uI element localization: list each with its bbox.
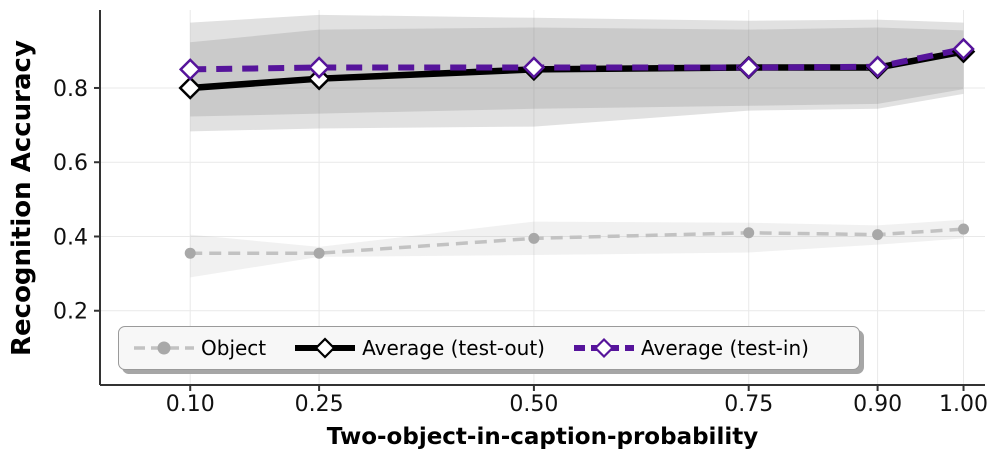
legend-label-average-test-out: Average (test-out) <box>362 336 545 360</box>
x-tick-label: 1.00 <box>939 392 988 417</box>
data-point-average-test-in <box>307 56 331 79</box>
data-point-average-test-in <box>952 37 975 61</box>
legend-label-average-test-in: Average (test-in) <box>640 336 809 360</box>
data-point-average-test-in <box>178 58 202 81</box>
y-tick-label: 0.8 <box>53 77 88 102</box>
data-point-object <box>184 247 196 259</box>
y-tick-label: 0.4 <box>53 225 88 250</box>
legend-label-object: Object <box>201 336 267 360</box>
x-tick-label: 0.75 <box>724 392 773 417</box>
y-tick-label: 0.6 <box>53 151 88 176</box>
legend: Object Average (test-out) Average (test-… <box>118 326 860 370</box>
data-point-average-test-in <box>522 56 546 79</box>
legend-sample-average-test-in-icon <box>573 337 634 359</box>
legend-item-object: Object <box>131 336 266 360</box>
data-point-average-test-in <box>866 55 889 79</box>
x-tick-label: 0.90 <box>853 392 902 417</box>
series-line-average-test-in <box>190 46 965 73</box>
y-axis-label: Recognition Accuracy <box>7 40 37 356</box>
data-point-object <box>872 229 884 241</box>
data-point-average-test-out <box>178 76 202 100</box>
legend-sample-average-test-out-icon <box>295 337 356 359</box>
legend-sample-marker <box>314 337 336 359</box>
legend-item-average-test-out: Average (test-out) <box>292 336 545 360</box>
legend-sample-marker <box>157 341 171 355</box>
data-point-object <box>528 232 540 244</box>
legend-item-average-test-in: Average (test-in) <box>571 336 809 360</box>
data-point-object <box>313 247 325 259</box>
data-point-object <box>958 223 970 235</box>
confidence-band-average-test-out <box>190 27 964 132</box>
data-point-object <box>743 227 755 239</box>
confidence-band-average-test-in <box>190 14 964 117</box>
x-tick-label: 0.25 <box>295 392 344 417</box>
legend-sample-object-icon <box>134 341 194 355</box>
x-axis-label: Two-object-in-caption-probability <box>326 424 759 450</box>
data-point-average-test-in <box>737 56 760 79</box>
x-tick-label: 0.50 <box>509 392 558 417</box>
y-tick-label: 0.2 <box>53 300 88 325</box>
confidence-band-object <box>190 219 964 278</box>
legend-sample-marker <box>593 337 615 359</box>
x-tick-label: 0.10 <box>166 392 215 417</box>
